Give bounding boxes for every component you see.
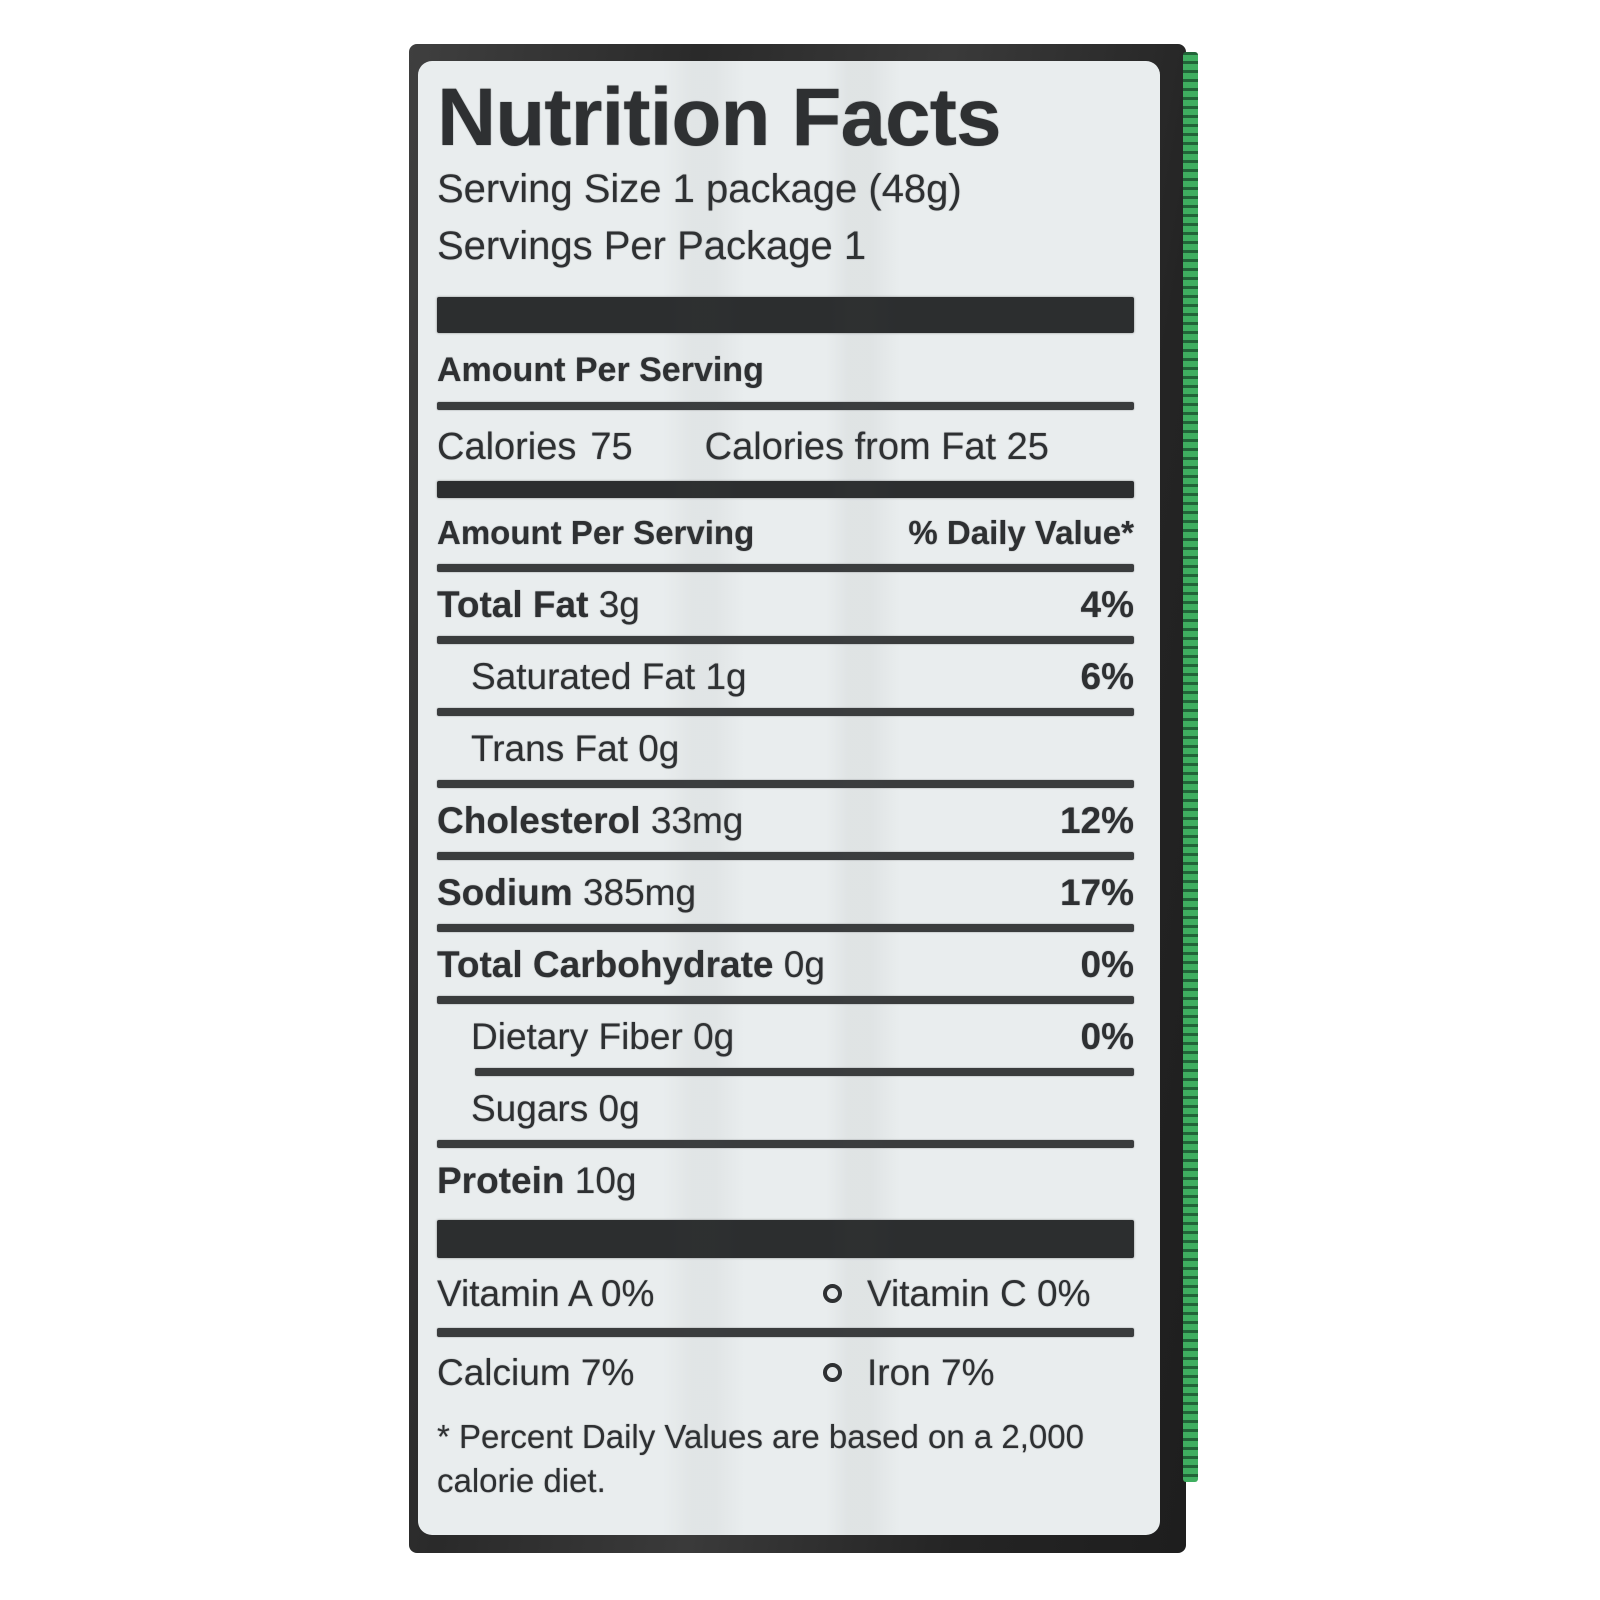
vitamin-row: Calcium 7% Iron 7%	[437, 1337, 1134, 1407]
separator-rule	[437, 563, 1134, 572]
vitamin-rows: Vitamin A 0% Vitamin C 0% Calcium 7% Iron 7…	[437, 1258, 1134, 1407]
amount-per-serving-heading: Amount Per Serving	[437, 350, 764, 389]
separator-rule	[437, 995, 1134, 1004]
nutrient-name-amount: Dietary Fiber 0g	[471, 1015, 735, 1057]
bullet-separator-icon	[822, 1363, 842, 1383]
package-green-edge	[1183, 52, 1198, 1482]
nutrient-row: Total Carbohydrate 0g 0%	[437, 944, 1134, 986]
daily-value: 0%	[1080, 943, 1134, 985]
nutrient-name-amount: Total Carbohydrate 0g	[437, 943, 825, 985]
daily-value-header-row: Amount Per Serving % Daily Value*	[437, 514, 1134, 552]
divider-medium	[437, 480, 1134, 498]
daily-value-header-left: Amount Per Serving	[437, 513, 755, 551]
separator-rule	[437, 1327, 1134, 1337]
footnote-line-2: calorie diet.	[437, 1461, 606, 1499]
nutrient-row: Total Fat 3g 4%	[437, 584, 1134, 626]
bullet-separator-icon	[822, 1284, 842, 1304]
calories-row: Calories 75 Calories from Fat 25	[437, 426, 1134, 469]
separator-rule	[437, 401, 1134, 410]
nutrition-facts-label: Nutrition Facts Serving Size 1 package (…	[418, 61, 1160, 1535]
daily-value-header-right: % Daily Value*	[908, 513, 1134, 551]
separator-rule	[437, 1139, 1134, 1148]
separator-rule	[437, 707, 1134, 716]
serving-size: Serving Size 1 package (48g)	[437, 167, 962, 212]
separator-rule	[437, 635, 1134, 644]
separator-rule	[437, 779, 1134, 788]
product-package: Nutrition Facts Serving Size 1 package (…	[409, 44, 1198, 1553]
vitamin-left: Vitamin A 0%	[437, 1272, 655, 1314]
nutrient-rows: Total Fat 3g 4% Saturated Fat 1g 6% Trans Fa…	[437, 584, 1134, 1202]
separator-rule	[475, 1067, 1134, 1076]
nutrient-row: Cholesterol 33mg 12%	[437, 800, 1134, 842]
nutrient-row: Saturated Fat 1g 6%	[437, 656, 1134, 698]
nutrient-row: Protein 10g	[437, 1160, 1134, 1202]
nutrient-row: Dietary Fiber 0g 0%	[437, 1016, 1134, 1058]
footnote-line-1: * Percent Daily Values are based on a 2,…	[437, 1417, 1084, 1455]
nutrient-name-amount: Sugars 0g	[471, 1087, 640, 1129]
nutrient-row: Sodium 385mg 17%	[437, 872, 1134, 914]
divider-thick-top	[437, 296, 1134, 333]
vitamin-right: Vitamin C 0%	[867, 1272, 1091, 1314]
nutrient-name-amount: Cholesterol 33mg	[437, 799, 744, 841]
nutrient-name-amount: Total Fat 3g	[437, 583, 640, 625]
nutrient-name-amount: Trans Fat 0g	[471, 727, 680, 769]
vitamin-row: Vitamin A 0% Vitamin C 0%	[437, 1258, 1134, 1328]
daily-value: 6%	[1080, 655, 1134, 697]
calories-from-fat: Calories from Fat 25	[704, 425, 1049, 468]
footnote: * Percent Daily Values are based on a 2,…	[437, 1415, 1134, 1503]
daily-value: 17%	[1059, 871, 1134, 913]
daily-value: 4%	[1080, 583, 1134, 625]
calories-value: 75	[590, 425, 633, 468]
nutrient-name-amount: Protein 10g	[437, 1159, 637, 1201]
divider-thick-bottom	[437, 1219, 1134, 1258]
calories-label: Calories	[437, 425, 577, 468]
separator-rule	[437, 851, 1134, 860]
nutrient-name-amount: Saturated Fat 1g	[471, 655, 747, 697]
nutrient-name-amount: Sodium 385mg	[437, 871, 697, 913]
vitamin-left: Calcium 7%	[437, 1351, 635, 1393]
servings-per-package: Servings Per Package 1	[437, 223, 867, 268]
separator-rule	[437, 923, 1134, 932]
label-title: Nutrition Facts	[437, 72, 1002, 163]
daily-value: 0%	[1080, 1015, 1134, 1057]
nutrient-row: Sugars 0g	[437, 1088, 1134, 1130]
daily-value: 12%	[1059, 799, 1134, 841]
nutrient-row: Trans Fat 0g	[437, 728, 1134, 770]
vitamin-right: Iron 7%	[867, 1351, 995, 1393]
